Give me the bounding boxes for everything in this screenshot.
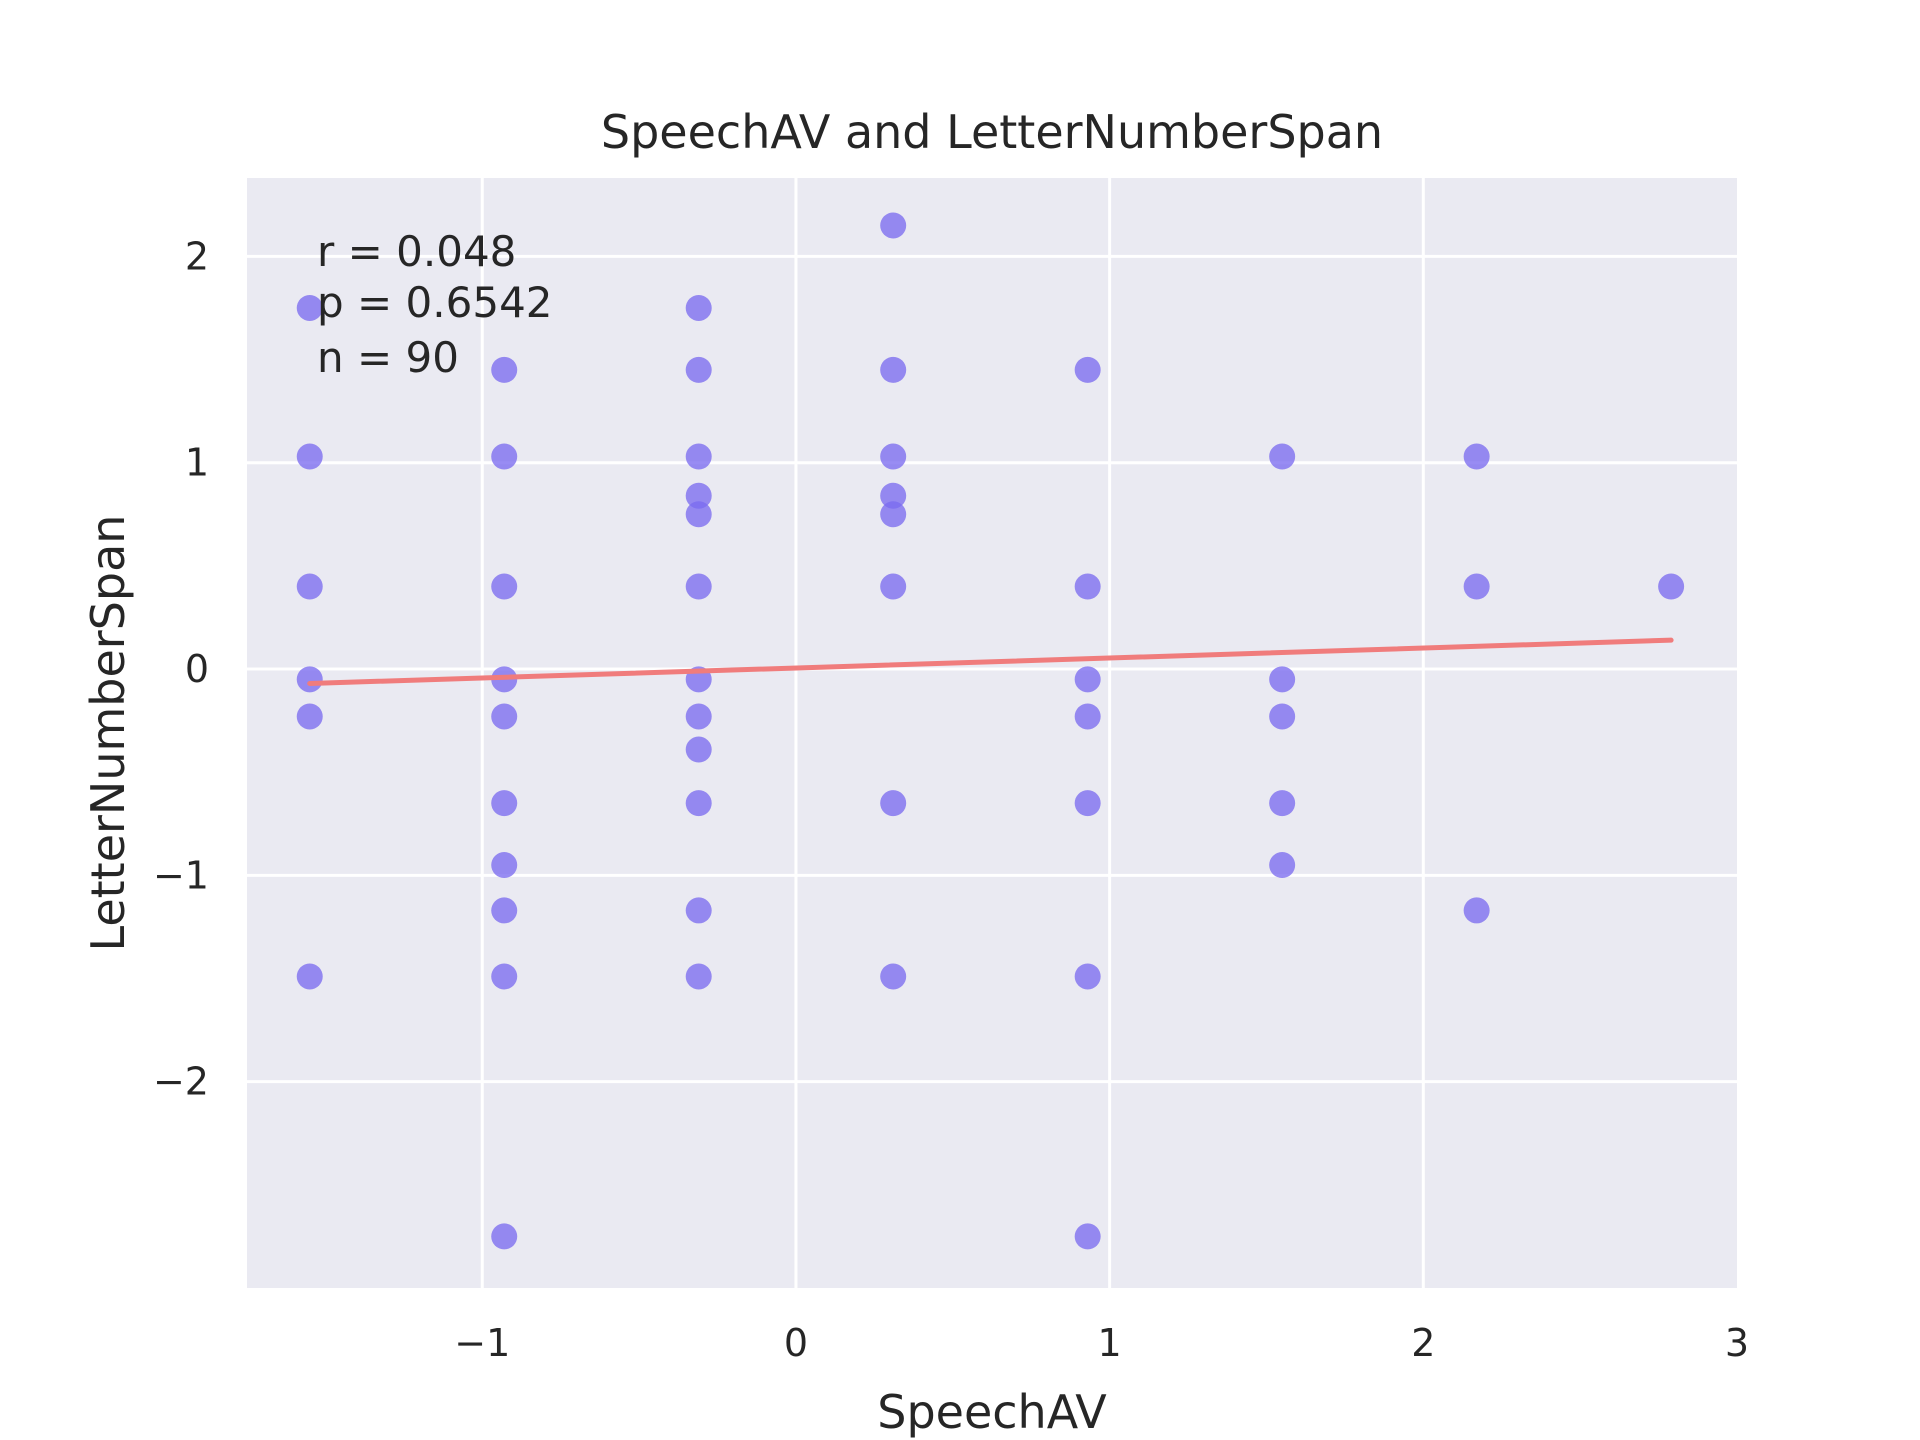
data-point <box>296 573 323 600</box>
data-point <box>685 573 712 600</box>
data-point <box>1269 852 1296 879</box>
data-point <box>1463 443 1490 470</box>
data-point <box>880 443 907 470</box>
regression-line-group <box>307 637 1674 686</box>
y-tick-labels: −2 −1 0 1 2 <box>153 234 209 1103</box>
data-point <box>685 736 712 763</box>
regression-line <box>307 637 1674 686</box>
x-tick-labels: −1 0 1 2 3 <box>454 1321 1749 1365</box>
data-point <box>880 790 907 817</box>
x-tick-label: 2 <box>1411 1321 1435 1365</box>
data-point <box>685 790 712 817</box>
data-point <box>1463 897 1490 924</box>
y-tick-label: 1 <box>185 441 209 485</box>
data-point <box>1074 356 1101 383</box>
y-tick-label: 2 <box>185 234 209 278</box>
data-point <box>685 963 712 990</box>
data-point <box>685 897 712 924</box>
x-axis-label: SpeechAV <box>877 1385 1107 1439</box>
data-point <box>491 963 518 990</box>
data-point <box>880 573 907 600</box>
y-tick-label: −2 <box>153 1060 209 1104</box>
data-point <box>880 212 907 239</box>
data-point <box>685 482 712 509</box>
data-point <box>685 294 712 321</box>
data-point <box>491 852 518 879</box>
data-point <box>880 356 907 383</box>
data-point <box>1269 703 1296 730</box>
data-point <box>296 666 323 693</box>
data-point <box>685 703 712 730</box>
data-point <box>1074 703 1101 730</box>
y-tick-label: 0 <box>185 647 209 691</box>
x-tick-label: 3 <box>1725 1321 1749 1365</box>
grid-lines <box>247 178 1737 1288</box>
data-point <box>880 501 907 528</box>
data-point <box>880 963 907 990</box>
x-tick-label: −1 <box>454 1321 510 1365</box>
data-point <box>1074 1223 1101 1250</box>
y-axis-label: LetterNumberSpan <box>81 515 135 952</box>
data-point <box>685 356 712 383</box>
chart-title: SpeechAV and LetterNumberSpan <box>601 105 1383 159</box>
data-point <box>491 1223 518 1250</box>
data-point <box>491 443 518 470</box>
data-point <box>1269 443 1296 470</box>
data-point <box>685 443 712 470</box>
data-point <box>1074 573 1101 600</box>
x-tick-label: 0 <box>784 1321 808 1365</box>
data-point <box>1074 963 1101 990</box>
data-point <box>491 790 518 817</box>
data-point <box>296 963 323 990</box>
data-point <box>491 356 518 383</box>
data-point <box>685 501 712 528</box>
data-point <box>1074 790 1101 817</box>
y-tick-label: −1 <box>153 853 209 897</box>
stat-p: p = 0.6542 <box>317 278 553 327</box>
data-point <box>491 573 518 600</box>
data-points <box>296 212 1685 1250</box>
data-point <box>1463 573 1490 600</box>
data-point <box>296 443 323 470</box>
data-point <box>1269 790 1296 817</box>
data-point <box>491 703 518 730</box>
data-point <box>880 482 907 509</box>
stat-r: r = 0.048 <box>317 227 516 276</box>
stat-n: n = 90 <box>317 333 459 382</box>
x-tick-label: 1 <box>1098 1321 1122 1365</box>
data-point <box>296 703 323 730</box>
data-point <box>1074 666 1101 693</box>
data-point <box>1269 666 1296 693</box>
data-point <box>296 294 323 321</box>
data-point <box>1658 573 1685 600</box>
data-point <box>491 897 518 924</box>
plot-area <box>247 178 1737 1288</box>
